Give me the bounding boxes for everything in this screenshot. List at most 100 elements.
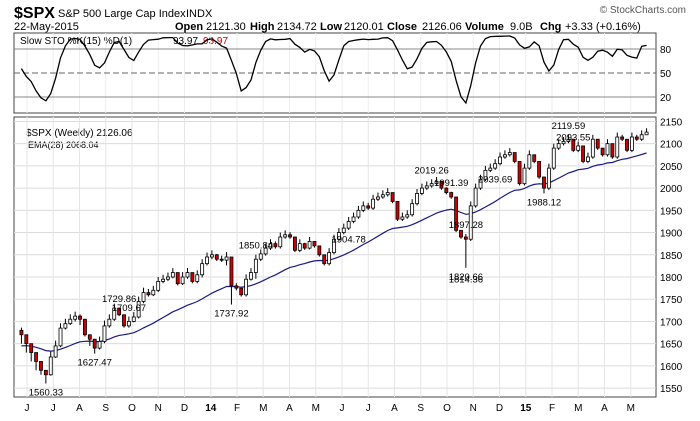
candle-body xyxy=(473,187,478,207)
symbol-title: $SPX xyxy=(14,5,55,22)
candle-body xyxy=(629,136,634,151)
candle-body xyxy=(512,152,517,162)
candle-body xyxy=(214,254,219,260)
candle-body xyxy=(78,315,82,320)
candle-body xyxy=(551,147,556,169)
price-annotation: 1737.92 xyxy=(214,309,248,320)
candle-body xyxy=(400,216,405,220)
candle-body xyxy=(302,243,307,249)
x-tick-label: A xyxy=(286,403,293,414)
candle-body xyxy=(522,167,527,185)
candle-body xyxy=(126,321,131,327)
price-annotation: 1988.12 xyxy=(527,197,561,208)
high-label: High xyxy=(250,21,275,33)
x-tick-label: 15 xyxy=(520,403,532,414)
candle-body xyxy=(48,356,53,376)
candle-body xyxy=(434,181,439,185)
candle-body xyxy=(73,315,78,320)
price-annotation: 2019.26 xyxy=(415,166,449,177)
stochastic-k-line xyxy=(20,35,647,105)
candle-body xyxy=(590,138,595,158)
candle-body xyxy=(263,247,268,255)
candle-body xyxy=(336,232,341,240)
candle-body xyxy=(273,243,278,248)
candle-body xyxy=(615,136,620,158)
price-tick-label: 1550 xyxy=(660,384,683,395)
candle-body xyxy=(351,216,356,222)
candle-body xyxy=(307,241,312,249)
price-annotation: 1627.47 xyxy=(78,358,112,369)
candle-body xyxy=(566,138,571,142)
price-tick-label: 2100 xyxy=(660,140,683,151)
candle-body xyxy=(180,276,185,285)
volume-label: Volume xyxy=(465,21,504,33)
candle-body xyxy=(644,131,649,136)
price-tick-label: 2000 xyxy=(660,184,683,195)
candle-body xyxy=(317,245,322,256)
candle-body xyxy=(595,138,600,149)
candle-body xyxy=(170,272,175,278)
candle-body xyxy=(288,234,292,238)
candle-body xyxy=(546,167,551,189)
candle-body xyxy=(312,241,317,247)
candle-body xyxy=(380,194,385,198)
price-annotation: 2039.69 xyxy=(478,174,512,185)
x-tick-label: J xyxy=(25,403,30,414)
candle-body xyxy=(341,227,346,233)
candle-body xyxy=(527,154,532,169)
x-tick-label: M xyxy=(312,403,320,414)
stochastic-k-value: 93.97 xyxy=(173,36,198,47)
candle-body xyxy=(219,258,224,261)
price-tick-label: 1800 xyxy=(660,273,683,284)
candle-body xyxy=(268,243,273,249)
candle-body xyxy=(507,152,512,156)
price-annotation: 1991.39 xyxy=(434,178,468,189)
candle-body xyxy=(459,229,463,238)
candle-body xyxy=(395,201,400,220)
candle-body xyxy=(97,341,102,349)
candle-body xyxy=(488,167,493,171)
candle-body xyxy=(361,205,366,211)
candle-body xyxy=(102,325,107,342)
candle-body xyxy=(19,329,24,336)
x-tick-label: S xyxy=(102,403,109,414)
x-tick-label: O xyxy=(128,403,136,414)
close-value: 2126.06 xyxy=(422,21,462,33)
x-tick-label: A xyxy=(76,403,83,414)
candle-body xyxy=(156,281,161,291)
x-tick-label: A xyxy=(391,403,398,414)
candle-body xyxy=(244,278,249,296)
candle-body xyxy=(571,138,576,151)
candle-body xyxy=(131,316,136,322)
x-tick-label: M xyxy=(627,403,635,414)
candle-body xyxy=(34,352,39,362)
price-tick-label: 1600 xyxy=(660,362,683,373)
candle-body xyxy=(195,274,200,282)
candle-body xyxy=(39,361,43,371)
price-annotation: 1814.36 xyxy=(449,275,483,286)
candle-body xyxy=(371,198,375,209)
index-name: S&P 500 Large Cap Index xyxy=(58,8,186,20)
open-label: Open xyxy=(175,21,203,33)
stockcharts-watermark: © StockCharts.com xyxy=(600,5,686,16)
candle-body xyxy=(405,214,410,218)
candle-body xyxy=(483,169,488,180)
sto-tick-label: 20 xyxy=(660,93,672,104)
candle-body xyxy=(586,156,590,162)
candle-body xyxy=(610,143,615,158)
volume-value: 9.0B xyxy=(510,21,533,33)
candle-body xyxy=(190,272,195,282)
chg-value: +3.33 (+0.16%) xyxy=(565,21,641,33)
candle-body xyxy=(239,287,244,296)
candle-body xyxy=(136,301,141,318)
x-tick-label: A xyxy=(601,403,608,414)
candle-body xyxy=(141,292,146,302)
candle-body xyxy=(249,272,253,280)
price-annotation: 1560.33 xyxy=(29,388,63,399)
candle-body xyxy=(639,134,644,140)
price-annotation: 1709.67 xyxy=(112,303,146,314)
stochastic-label: Slow STO %K(15) %D(1) xyxy=(20,36,132,47)
open-value: 2121.30 xyxy=(206,21,246,33)
candle-body xyxy=(620,136,625,140)
